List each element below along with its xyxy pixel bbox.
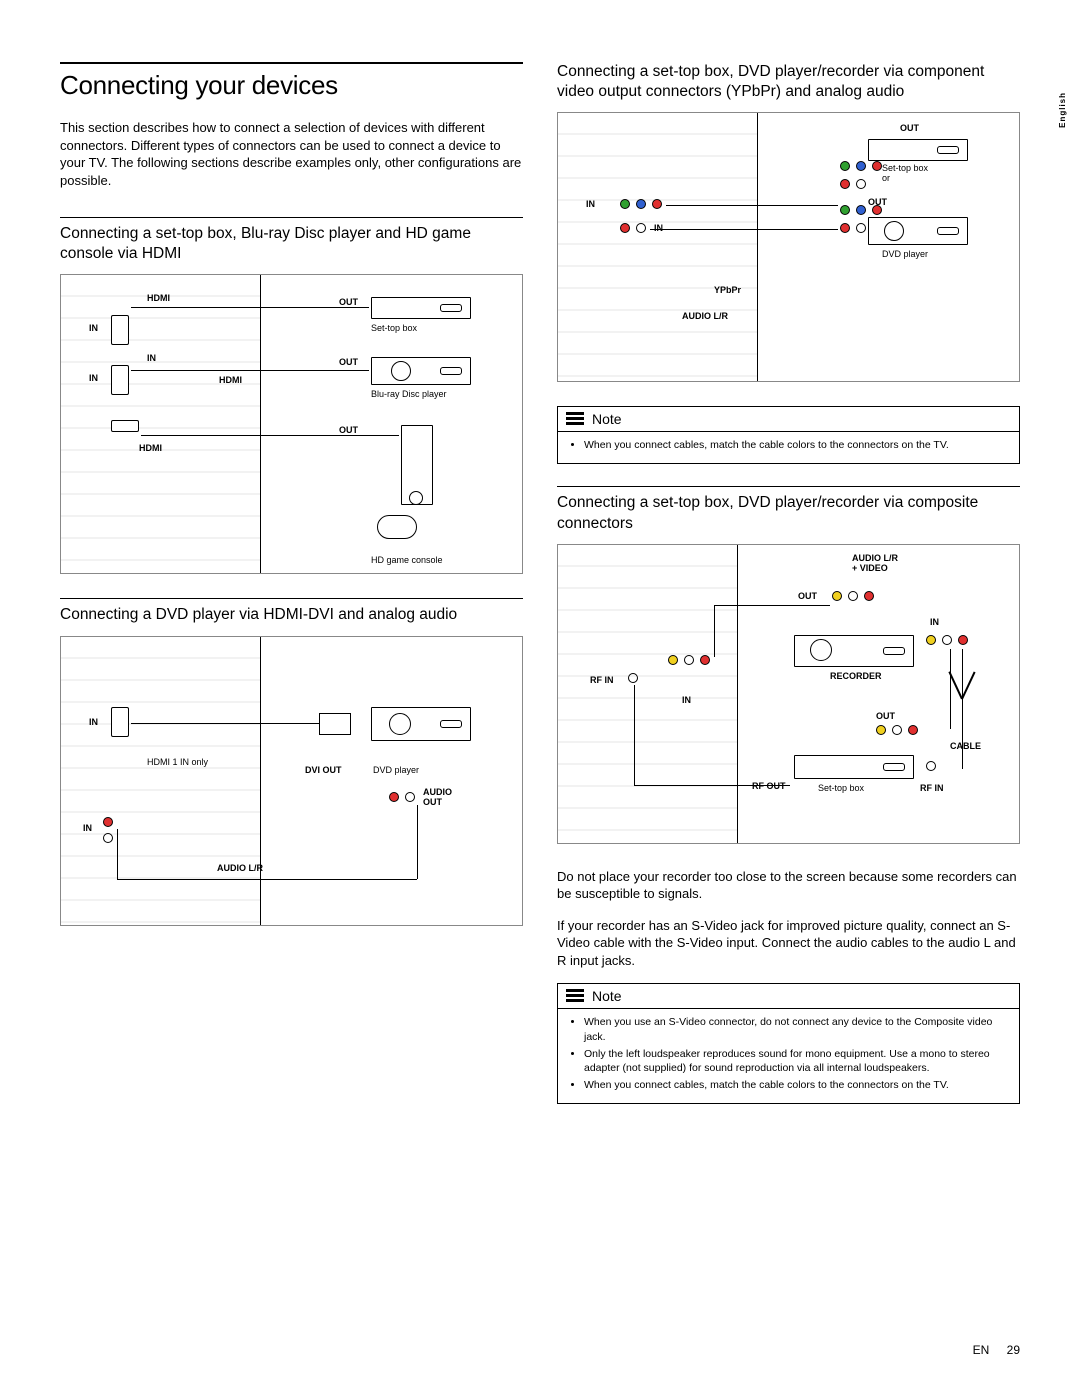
label-dviout: DVI OUT [305,765,342,775]
label-out-r1b: OUT [868,197,887,207]
note-list-2: When you use an S-Video connector, do no… [568,1015,1009,1092]
note-item: When you connect cables, match the cable… [584,438,1009,452]
label-in-r2b: IN [930,617,939,627]
label-dvd-r: DVD player [882,249,928,259]
label-hdmi-1: HDMI [147,293,170,303]
note-box-1: Note When you connect cables, match the … [557,406,1020,464]
device-dvd-r [868,217,968,245]
label-in-2b: IN [147,353,156,363]
label-hdmi-2: HDMI [219,375,242,385]
section-hdmi-title: Connecting a set-top box, Blu-ray Disc p… [60,217,523,264]
section-composite-title: Connecting a set-top box, DVD player/rec… [557,486,1020,533]
label-bluray: Blu-ray Disc player [371,389,447,399]
footer-lang: EN [973,1343,990,1357]
paragraph-recorder-placement: Do not place your recorder too close to … [557,868,1020,903]
section-ypbpr-title: Connecting a set-top box, DVD player/rec… [557,62,1020,102]
hdmi-port-1 [111,315,129,345]
section-hdmidvi-title: Connecting a DVD player via HDMI-DVI and… [60,598,523,625]
label-in-d2-2: IN [83,823,92,833]
label-in-r2a: IN [682,695,691,705]
label-out-r2b: OUT [876,711,895,721]
device-settop [371,297,471,319]
tv-back-panel-4 [558,545,738,844]
note-list-1: When you connect cables, match the cable… [568,438,1009,452]
note-box-2: Note When you use an S-Video connector, … [557,983,1020,1104]
label-settop-r2: Set-top box [818,783,864,793]
label-ypbpr: YPbPr [714,285,741,295]
label-cable: CABLE [950,741,981,751]
label-in-r1b: IN [654,223,663,233]
right-column: Connecting a set-top box, DVD player/rec… [557,62,1020,1126]
label-settop-r: Set-top box or [882,163,928,183]
hdmi-dvi-port [111,707,129,737]
label-in-1: IN [89,323,98,333]
label-settop: Set-top box [371,323,417,333]
device-dvd [371,707,471,741]
label-audiolr-r1: AUDIO L/R [682,311,728,321]
dvi-plug-icon [319,713,351,735]
diagram-hdmi: HDMI IN IN IN HDMI HDMI OUT Set-top box … [60,274,523,574]
label-out-1: OUT [339,297,358,307]
label-audiolr: AUDIO L/R [217,863,263,873]
diagram-hdmi-dvi: IN HDMI 1 IN only DVI OUT DVD player IN … [60,636,523,926]
intro-text: This section describes how to connect a … [60,119,523,189]
note-title-1: Note [592,411,622,427]
device-bluray [371,357,471,385]
left-column: Connecting your devices This section des… [60,62,523,1126]
label-recorder: RECORDER [830,671,882,681]
gamepad-icon [377,515,417,539]
label-out-r2a: OUT [798,591,817,601]
note-item: Only the left loudspeaker reproduces sou… [584,1047,1009,1075]
label-rfout-r2: RF OUT [752,781,786,791]
device-settop-r [868,139,968,161]
tv-back-panel [61,275,261,574]
device-settop-r2 [794,755,914,779]
label-hdmi1-only: HDMI 1 IN only [147,757,208,767]
label-hdmi-3: HDMI [139,443,162,453]
page-footer: EN 29 [973,1343,1020,1357]
label-audiolrvid: AUDIO L/R + VIDEO [852,553,898,573]
diagram-composite: AUDIO L/R + VIDEO IN RF IN OUT IN RECORD… [557,544,1020,844]
label-console: HD game console [371,555,443,565]
page-title: Connecting your devices [60,62,523,101]
label-in-r1a: IN [586,199,595,209]
note-item: When you use an S-Video connector, do no… [584,1015,1009,1043]
two-column-layout: Connecting your devices This section des… [60,62,1020,1126]
label-in-2: IN [89,373,98,383]
hdmi-port-3 [111,420,139,432]
note-icon [566,989,584,1003]
label-rfin-r2b: RF IN [920,783,944,793]
tv-back-panel-2 [61,637,261,926]
label-rfin-r2: RF IN [590,675,614,685]
language-tab: English [1058,92,1067,128]
diagram-ypbpr: IN IN YPbPr AUDIO L/R OUT Set-top box or… [557,112,1020,382]
paragraph-svideo: If your recorder has an S-Video jack for… [557,917,1020,970]
label-dvd: DVD player [373,765,419,775]
rf-in-port [628,673,638,683]
label-out-r1a: OUT [900,123,919,133]
footer-page-number: 29 [1007,1343,1020,1357]
tv-back-panel-3 [558,113,758,382]
label-in-d2-1: IN [89,717,98,727]
label-out-2: OUT [339,357,358,367]
rf-port-stb [926,761,936,771]
note-title-2: Note [592,988,622,1004]
note-icon [566,412,584,426]
label-out-3: OUT [339,425,358,435]
label-audioout: AUDIO OUT [423,787,452,807]
note-item: When you connect cables, match the cable… [584,1078,1009,1092]
hdmi-port-2 [111,365,129,395]
